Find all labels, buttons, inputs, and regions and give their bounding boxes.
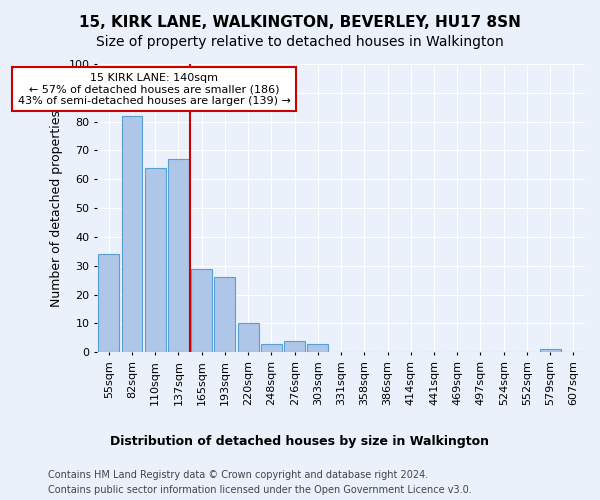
Bar [168,159,189,352]
Text: Size of property relative to detached houses in Walkington: Size of property relative to detached ho… [96,35,504,49]
Bar [214,278,235,352]
Text: Contains public sector information licensed under the Open Government Licence v3: Contains public sector information licen… [48,485,472,495]
Bar [261,344,282,352]
Bar [191,268,212,352]
Text: 15 KIRK LANE: 140sqm
← 57% of detached houses are smaller (186)
43% of semi-deta: 15 KIRK LANE: 140sqm ← 57% of detached h… [17,72,290,106]
Bar [307,344,328,352]
Text: Distribution of detached houses by size in Walkington: Distribution of detached houses by size … [110,435,490,448]
Text: 15, KIRK LANE, WALKINGTON, BEVERLEY, HU17 8SN: 15, KIRK LANE, WALKINGTON, BEVERLEY, HU1… [79,15,521,30]
Bar [238,324,259,352]
Bar [540,350,560,352]
Y-axis label: Number of detached properties: Number of detached properties [50,110,63,306]
Bar [145,168,166,352]
Bar [284,340,305,352]
Bar [98,254,119,352]
Text: Contains HM Land Registry data © Crown copyright and database right 2024.: Contains HM Land Registry data © Crown c… [48,470,428,480]
Bar [122,116,142,352]
